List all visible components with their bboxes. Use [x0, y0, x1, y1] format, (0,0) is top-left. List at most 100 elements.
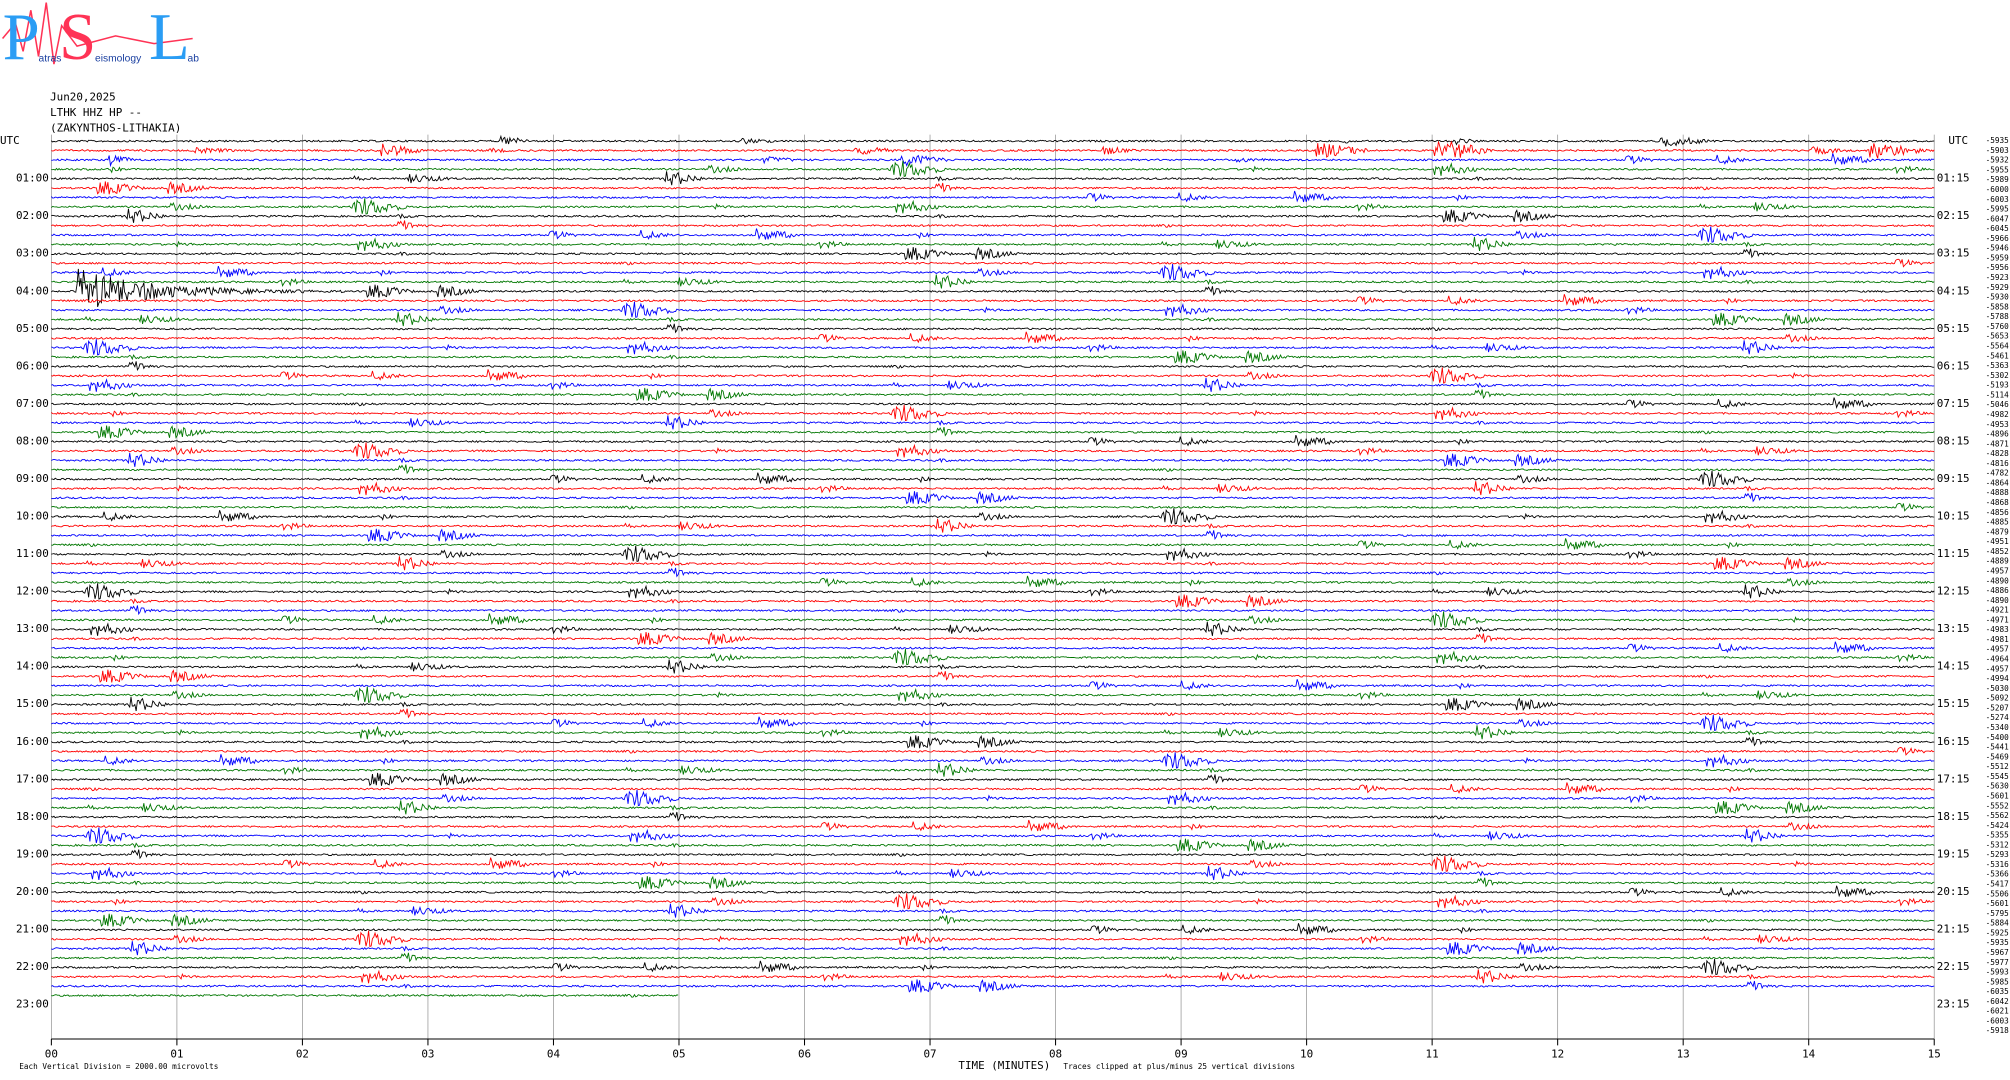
trace-offset: -4921 [1986, 606, 2010, 615]
trace-offset: -4852 [1986, 547, 2009, 556]
x-tick-label: 03 [421, 1047, 434, 1060]
trace [51, 397, 1935, 410]
trace [51, 734, 1935, 749]
trace [51, 605, 1935, 616]
trace [51, 367, 1935, 384]
hour-label: 09:00 [16, 472, 49, 485]
logo-letter: L [149, 1, 190, 74]
trace [51, 171, 1935, 186]
trace [51, 339, 1935, 356]
trace [51, 481, 1935, 496]
x-tick-label: 08 [1049, 1047, 1062, 1060]
trace-offset: -5956 [1986, 263, 2010, 272]
hour-label-right: 18:15 [1937, 810, 1970, 823]
hour-label: 21:00 [16, 923, 49, 936]
trace-offset: -5302 [1986, 371, 2009, 380]
trace-offset: -5630 [1986, 782, 2010, 791]
trace-offset: -6003 [1986, 195, 2010, 204]
trace-offset: -5935 [1986, 136, 2010, 145]
trace [51, 866, 1935, 881]
trace [51, 198, 1935, 215]
trace [51, 567, 1935, 578]
trace-offset: -6042 [1986, 997, 2009, 1006]
logo-letter: P [3, 1, 40, 74]
trace-offset: -5363 [1986, 361, 2010, 370]
trace-offset: -5985 [1986, 977, 2010, 986]
trace [51, 425, 1935, 439]
hour-label: 13:00 [16, 622, 49, 635]
trace [51, 415, 1935, 430]
hour-label: 19:00 [16, 847, 49, 860]
trace-offset: -5441 [1986, 743, 2010, 752]
hour-label: 15:00 [16, 697, 49, 710]
trace [51, 993, 679, 998]
trace-offset: -5424 [1986, 821, 2010, 830]
trace-offset: -5966 [1986, 234, 2010, 243]
trace [51, 849, 1935, 860]
trace [51, 958, 1935, 976]
trace [51, 893, 1935, 910]
trace [51, 855, 1935, 872]
hour-label: 07:00 [16, 397, 49, 410]
trace [51, 268, 1935, 308]
hour-label-right: 19:15 [1937, 847, 1970, 860]
trace [51, 312, 1935, 327]
trace-offset: -5114 [1986, 390, 2010, 399]
trace-offset: -6045 [1986, 224, 2010, 233]
logo-word: eismology [95, 54, 142, 65]
trace-offset: -5795 [1986, 909, 2010, 918]
x-tick-label: 05 [672, 1047, 685, 1060]
trace [51, 160, 1935, 178]
trace-offset: -5564 [1986, 342, 2010, 351]
x-tick-label: 04 [547, 1047, 561, 1060]
hour-label: 10:00 [16, 510, 49, 523]
trace-offset: -4889 [1986, 557, 2010, 566]
x-tick-label: 00 [45, 1047, 58, 1060]
hour-label: 05:00 [16, 322, 49, 335]
trace [51, 502, 1935, 512]
hour-label-right: 13:15 [1937, 622, 1970, 635]
trace-offset: -5930 [1986, 293, 2010, 302]
trace [51, 875, 1935, 890]
hour-label: 22:00 [16, 960, 49, 973]
trace-offset: -5955 [1986, 165, 2010, 174]
trace [51, 153, 1935, 168]
hour-label: 01:00 [16, 172, 49, 185]
x-tick-label: 13 [1677, 1047, 1690, 1060]
trace [51, 752, 1935, 769]
trace [51, 697, 1935, 712]
trace [51, 941, 1935, 956]
trace [51, 180, 1935, 195]
x-tick-label: 12 [1551, 1047, 1564, 1060]
trace-offset: -5977 [1986, 958, 2010, 967]
hour-label-right: 02:15 [1937, 209, 1970, 222]
trace [51, 800, 1935, 815]
trace-offset: -5293 [1986, 850, 2010, 859]
trace [51, 575, 1935, 588]
hour-label: UTC [0, 134, 20, 147]
trace-offset: -5925 [1986, 928, 2010, 937]
hour-label-right: 01:15 [1937, 172, 1970, 185]
trace-offset: -5601 [1986, 791, 2010, 800]
trace [51, 404, 1935, 422]
trace-offset: -5355 [1986, 831, 2010, 840]
trace [51, 323, 1935, 334]
trace-offset: -5946 [1986, 244, 2010, 253]
trace [51, 772, 1935, 787]
trace [51, 361, 1935, 371]
x-tick-label: 11 [1426, 1047, 1439, 1060]
trace-offset: -5993 [1986, 968, 2010, 977]
clip-note: Traces clipped at plus/minus 25 vertical… [1063, 1062, 1295, 1071]
x-tick-label: 15 [1928, 1047, 1941, 1060]
trace [51, 725, 1935, 740]
hour-label-right: 21:15 [1937, 923, 1970, 936]
trace-offset: -5935 [1986, 938, 2010, 947]
trace-offset: -6047 [1986, 214, 2010, 223]
trace [51, 236, 1935, 252]
trace-offset: -5903 [1986, 146, 2010, 155]
trace-offset: -5417 [1986, 880, 2010, 889]
logo: P atras S eismology L ab [1, 1, 199, 74]
trace [51, 208, 1935, 223]
trace-offset: -5653 [1986, 332, 2010, 341]
